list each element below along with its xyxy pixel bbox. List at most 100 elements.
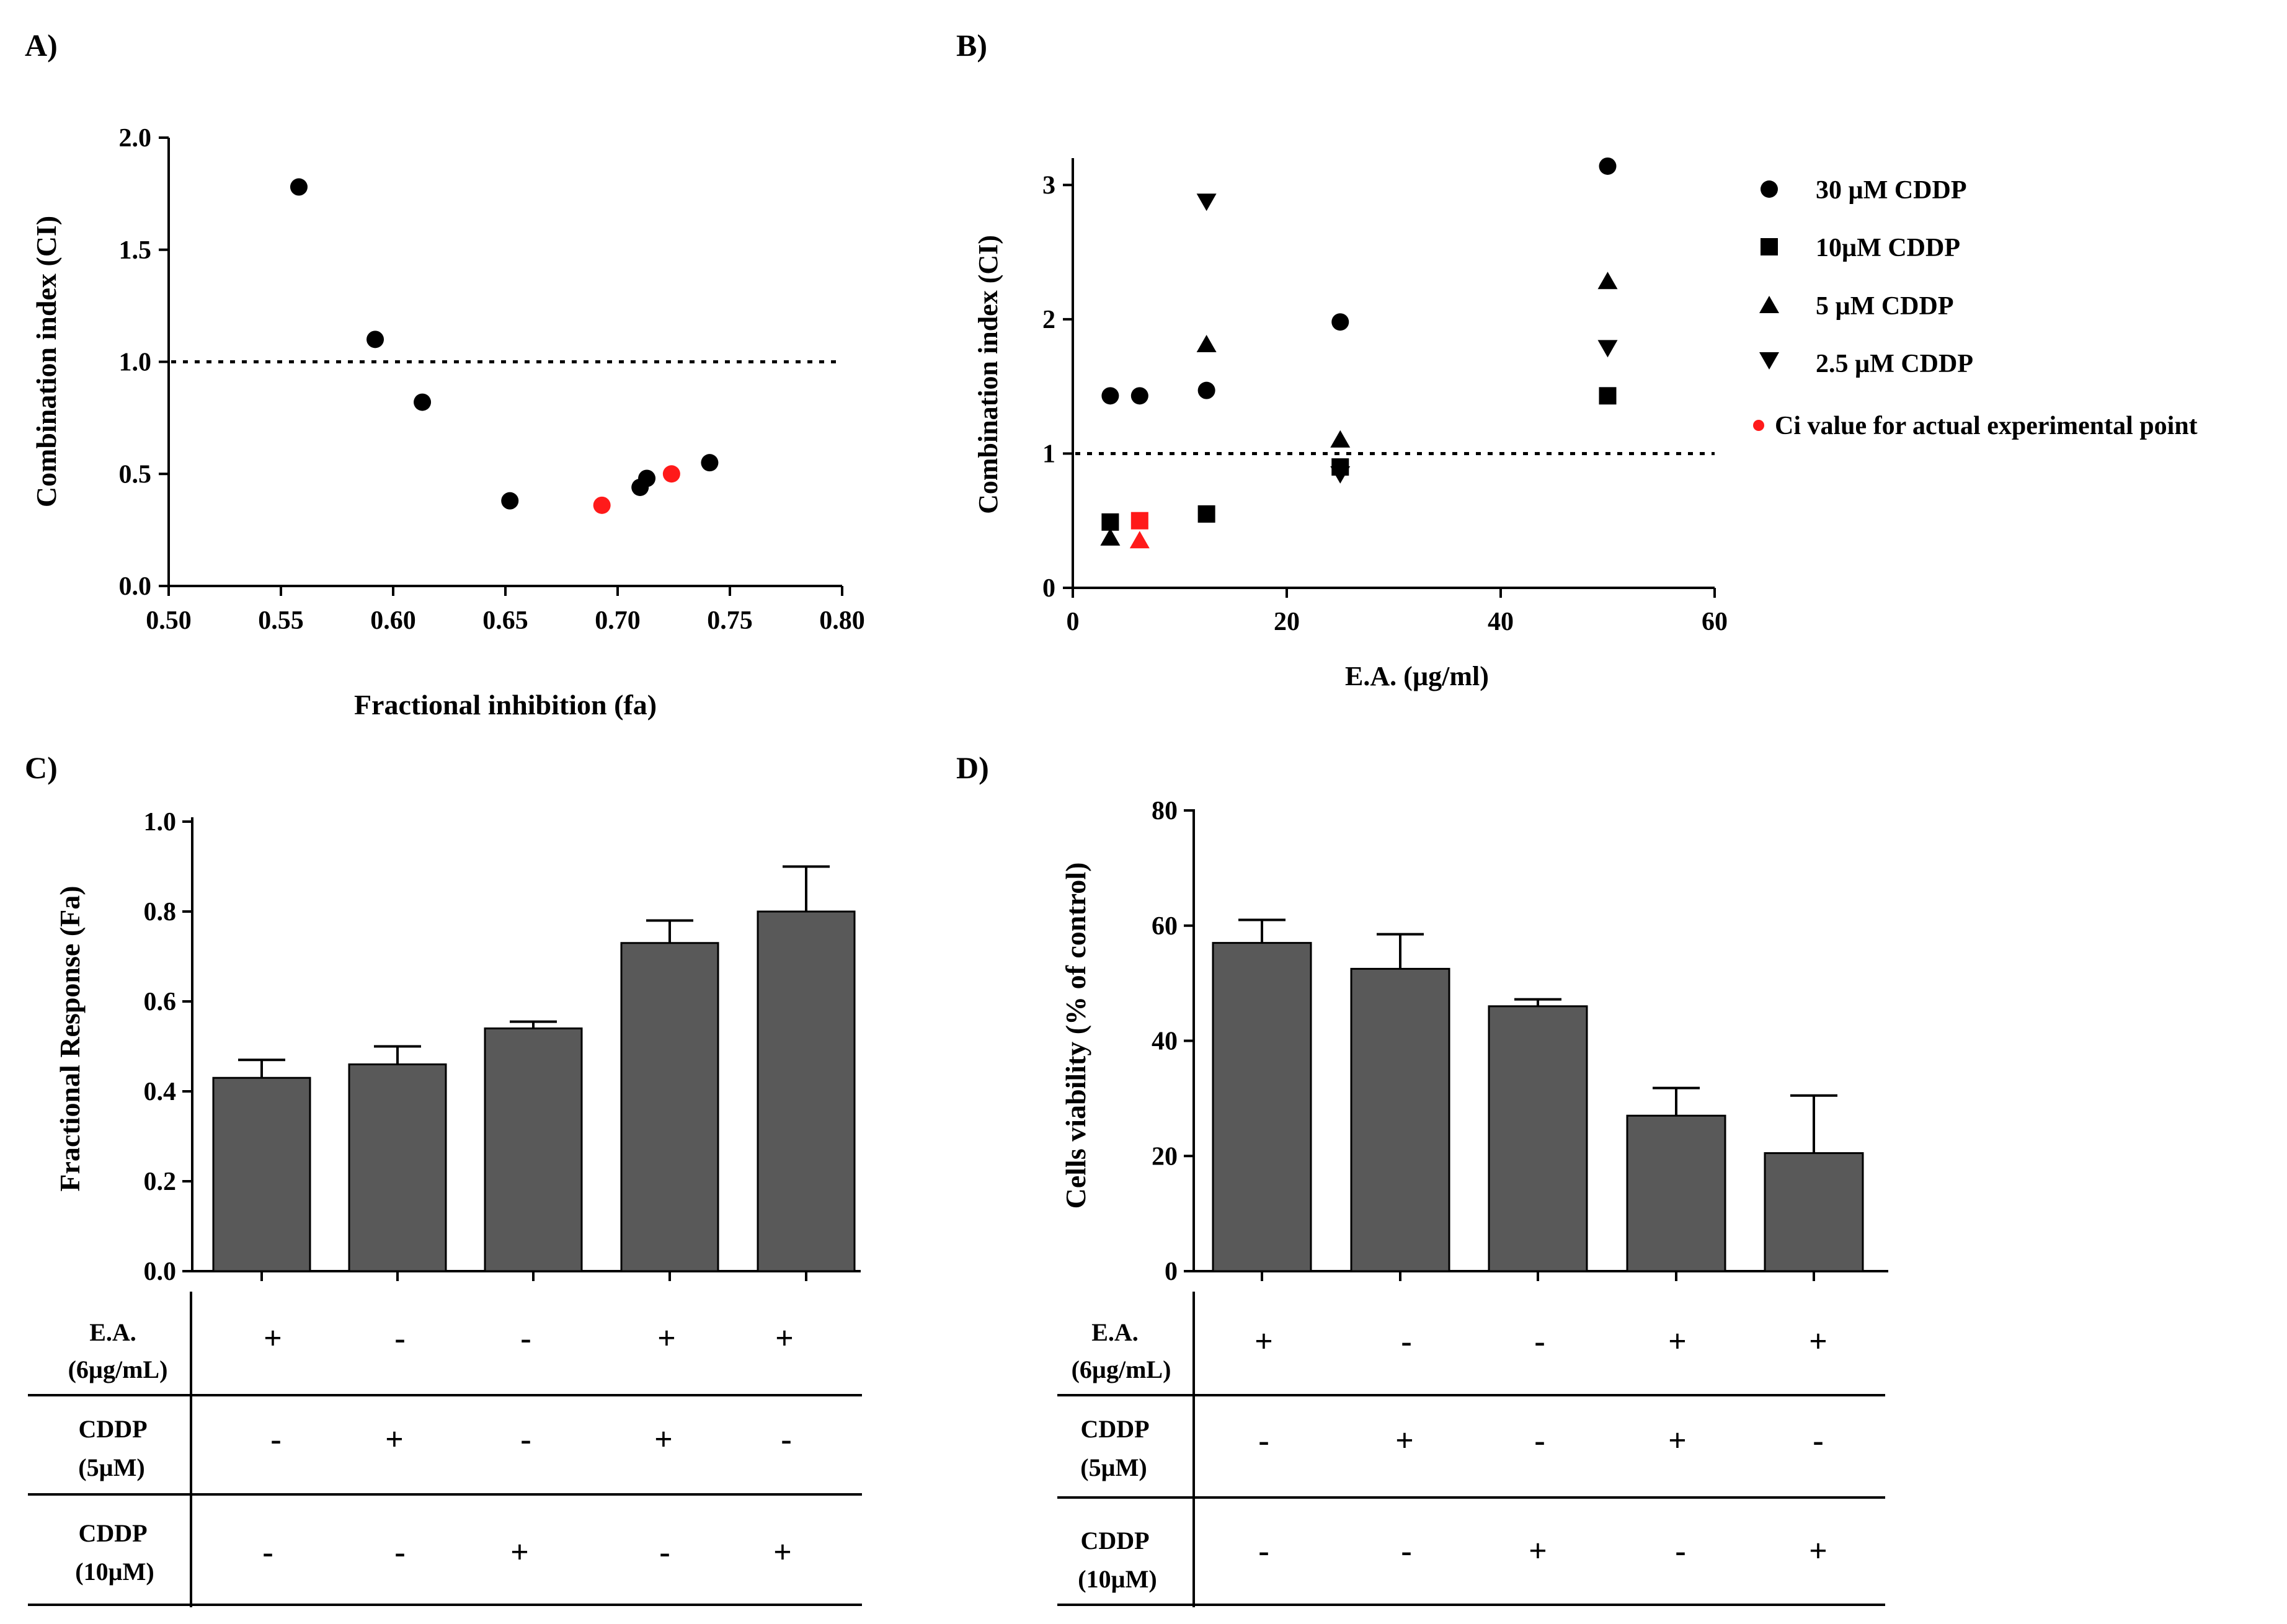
ci-point [414, 393, 432, 411]
legend-item-5um: 5 µM CDDP [1759, 292, 1954, 321]
legend-red-dot-marker [1753, 420, 1764, 431]
y-tick-label: 1.0 [119, 348, 152, 377]
panel-c-bars [212, 865, 856, 1281]
y-tick-label: 2.0 [119, 124, 152, 153]
table-d-row-label-cddp10-dose: (10µM) [1078, 1565, 1157, 1593]
y-tick-label: 0.8 [144, 898, 177, 926]
panel-b-y-label: Combination index (CI) [973, 235, 1003, 514]
panel-c-y-ticks: 0.0 0.2 0.4 0.6 0.8 1.0 [144, 808, 192, 1286]
ci-point [501, 492, 519, 510]
panel-d-y-ticks: 0 20 40 60 80 [1152, 797, 1194, 1286]
minus-sign: - [394, 1535, 405, 1570]
y-tick-label: 1 [1042, 440, 1055, 468]
panel-a-points [290, 178, 719, 514]
minus-sign: - [520, 1321, 531, 1356]
panel-b-y-ticks: 0 1 2 3 [1042, 171, 1073, 603]
panel-d-y-label: Cells viability (% of control) [1060, 863, 1091, 1209]
panel-c-y-label: Fractional Response (Fa) [54, 885, 86, 1191]
minus-sign: - [781, 1422, 791, 1457]
plus-sign: + [1809, 1533, 1827, 1569]
table-d-signs: + - - + + - + - + - - - + - + [1255, 1324, 1827, 1569]
minus-sign: - [1258, 1533, 1269, 1569]
x-tick-label: 20 [1274, 608, 1300, 636]
bar [757, 910, 856, 1272]
table-c-row-label-cddp5-dose: (5µM) [78, 1453, 144, 1481]
table-c-row-label-cddp10: CDDP [78, 1519, 147, 1547]
table-c-row-label-cddp10-dose: (10µM) [75, 1558, 154, 1586]
legend-label-5um: 5 µM CDDP [1816, 292, 1954, 321]
ci-point-square [1101, 513, 1119, 531]
bar [1764, 1152, 1864, 1272]
panel-a-y-ticks: 0.0 0.5 1.0 1.5 2.0 [119, 124, 169, 601]
y-tick-label: 0.4 [144, 1078, 177, 1106]
table-c-signs: + - - + + - + - + - - - + - + [262, 1321, 793, 1570]
bar [620, 942, 719, 1272]
panel-b-x-label: E.A. (µg/ml) [1345, 661, 1489, 691]
experimental-point-triangle-up [1129, 531, 1150, 549]
y-tick-label: 60 [1152, 912, 1178, 941]
ci-point [701, 454, 719, 472]
x-tick-label: 40 [1488, 608, 1514, 636]
panel-a-x-label: Fractional inhibition (fa) [354, 689, 657, 721]
ci-point-square [1197, 505, 1215, 523]
minus-sign: - [270, 1422, 281, 1457]
y-tick-label: 0.5 [119, 460, 152, 489]
y-tick-label: 1.0 [144, 808, 177, 836]
panel-b-points [1100, 157, 1618, 549]
ci-point-triangle-up [1597, 272, 1618, 290]
x-tick-label: 0 [1067, 608, 1080, 636]
bar [212, 1076, 311, 1272]
legend-label-10um: 10µM CDDP [1816, 234, 1960, 262]
minus-sign: - [262, 1535, 273, 1570]
legend-item-2-5um: 2.5 µM CDDP [1759, 350, 1973, 378]
table-d-row-label-cddp10: CDDP [1080, 1527, 1149, 1555]
table-c-row-label-ea-dose: (6µg/mL) [68, 1356, 168, 1383]
y-tick-label: 2 [1042, 306, 1055, 334]
ci-point-experimental [662, 465, 680, 483]
table-d-row-label-cddp5-dose: (5µM) [1080, 1453, 1147, 1481]
y-tick-label: 0.6 [144, 988, 177, 1016]
legend-square-marker [1761, 238, 1778, 255]
legend-item-10um: 10µM CDDP [1761, 234, 1960, 262]
ci-point [638, 469, 656, 487]
panel-d-label: D) [956, 750, 989, 785]
panel-b-legend: 30 µM CDDP 10µM CDDP 5 µM CDDP 2.5 µM CD… [1753, 176, 2198, 440]
panel-b-x-ticks: 0 20 40 60 [1067, 588, 1728, 636]
minus-sign: - [1534, 1423, 1545, 1458]
y-tick-label: 40 [1152, 1027, 1178, 1056]
x-tick-label: 0.50 [146, 606, 192, 635]
ci-point-triangle-down [1597, 340, 1618, 358]
plus-sign: + [1529, 1533, 1547, 1569]
panel-a-x-ticks: 0.50 0.55 0.60 0.65 0.70 0.75 0.80 [146, 586, 865, 635]
minus-sign: - [1813, 1423, 1823, 1458]
ci-point-experimental [593, 496, 611, 514]
bar [348, 1063, 447, 1272]
x-tick-label: 0.65 [482, 606, 528, 635]
x-tick-label: 0.80 [819, 606, 865, 635]
plus-sign: + [654, 1422, 673, 1457]
ci-point-circle [1197, 381, 1215, 399]
ci-point-circle [1599, 157, 1617, 175]
ci-point-square [1599, 387, 1617, 405]
y-tick-label: 0.0 [144, 1258, 177, 1286]
x-tick-label: 0.60 [370, 606, 416, 635]
plus-sign: + [773, 1535, 792, 1570]
minus-sign: - [1675, 1533, 1685, 1569]
x-tick-label: 0.55 [258, 606, 304, 635]
y-tick-label: 0 [1165, 1258, 1178, 1286]
bar [484, 1027, 583, 1272]
table-d-row-label-ea-dose: (6µg/mL) [1072, 1356, 1171, 1383]
plus-sign: + [1668, 1423, 1687, 1458]
table-c-row-label-ea: E.A. [89, 1318, 136, 1346]
legend-label-30um: 30 µM CDDP [1816, 176, 1967, 205]
ci-point-triangle-up [1196, 335, 1217, 353]
panel-c-bar-chart: C) 0.0 0.2 0.4 0.6 0.8 1.0 Fractional Respons… [25, 750, 862, 1607]
minus-sign: - [394, 1321, 405, 1356]
bar [1488, 1005, 1588, 1272]
plus-sign: + [1395, 1423, 1414, 1458]
y-tick-label: 0.2 [144, 1168, 177, 1196]
ci-point-circle [1331, 313, 1349, 331]
panel-d-bar-chart: D) 0 20 40 60 80 Cells viability (% of contr… [956, 750, 1888, 1607]
minus-sign: - [659, 1535, 670, 1570]
ci-point [366, 331, 384, 348]
